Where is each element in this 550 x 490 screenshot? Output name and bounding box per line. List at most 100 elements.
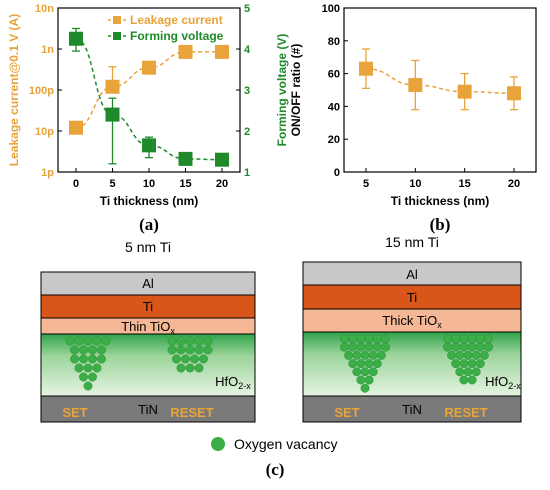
- oxygen-vacancy: [176, 363, 186, 373]
- a-point-1: [215, 152, 229, 167]
- legend-forming-label: Forming voltage: [130, 29, 224, 43]
- oxygen-vacancy: [167, 345, 177, 355]
- b-y-tick-label: 20: [328, 134, 340, 146]
- right-tiox-label: Thick TiOx: [382, 313, 442, 330]
- oxygen-vacancy: [459, 342, 469, 352]
- oxygen-vacancy: [101, 336, 111, 346]
- a-right-tick-label: 5: [244, 3, 250, 15]
- oxygen-vacancy: [172, 354, 181, 364]
- a-x-tick-label: 5: [109, 178, 115, 190]
- right-set-label: SET: [334, 405, 359, 420]
- oxygen-vacancy: [167, 336, 177, 346]
- oxygen-vacancy: [340, 342, 349, 352]
- b-series-line: [365, 67, 515, 95]
- a-left-tick-label: 10n: [35, 3, 54, 15]
- a-point-1: [105, 107, 120, 122]
- oxygen-vacancy: [185, 336, 195, 346]
- chart-a-left-axis: 1p 10p 100p 1n 10n: [29, 3, 62, 179]
- oxygen-vacancy: [451, 342, 461, 352]
- oxygen-vacancy: [352, 350, 362, 360]
- oxygen-vacancy: [364, 334, 374, 344]
- chart-a-marks: [69, 27, 229, 167]
- chart-b-marks: [359, 48, 521, 111]
- oxygen-vacancy: [372, 334, 382, 344]
- legend-forming-marker: [113, 32, 121, 40]
- right-tin-layer: [302, 395, 522, 423]
- a-point-0: [215, 44, 229, 59]
- oxygen-vacancy: [83, 363, 93, 373]
- oxygen-vacancy: [368, 350, 378, 360]
- oxygen-vacancy: [360, 367, 370, 377]
- a-point-0: [178, 44, 193, 59]
- oxygen-vacancy: [467, 375, 477, 385]
- oxygen-vacancy: [88, 345, 97, 355]
- panel-label-b: (b): [430, 215, 451, 234]
- oxygen-vacancy: [459, 334, 469, 344]
- left-ti-label: Ti: [143, 299, 153, 314]
- chart-a-ylabel-left: Leakage current@0.1 V (A): [7, 14, 21, 166]
- oxygen-vacancy: [88, 372, 97, 382]
- oxygen-vacancy: [463, 367, 473, 377]
- b-point: [507, 86, 521, 101]
- oxygen-vacancy: [70, 345, 79, 355]
- oxygen-vacancy: [185, 363, 195, 373]
- right-hfo-main: HfO: [485, 374, 508, 389]
- oxygen-vacancy: [459, 375, 469, 385]
- b-x-tick-label: 5: [363, 178, 369, 190]
- b-x-tick-label: 15: [459, 178, 471, 190]
- oxygen-vacancy: [443, 334, 452, 344]
- oxygen-vacancy: [475, 342, 485, 352]
- a-right-tick-label: 4: [244, 44, 251, 56]
- oxygen-vacancy: [356, 375, 366, 385]
- oxygen-vacancy: [83, 336, 93, 346]
- oxygen-vacancy: [344, 350, 354, 360]
- oxygen-vacancy: [364, 359, 374, 369]
- oxygen-vacancy: [74, 363, 84, 373]
- oxygen-vacancy: [364, 342, 374, 352]
- a-point-1: [178, 151, 193, 166]
- chart-a-ylabel-right: Forming voltage (V): [275, 34, 289, 147]
- oxygen-vacancy: [475, 359, 485, 369]
- right-tiox-sub: x: [437, 320, 442, 330]
- oxygen-vacancy: [70, 354, 79, 364]
- a-right-tick-label: 3: [244, 85, 250, 97]
- left-tiox-sub: x: [170, 326, 175, 336]
- left-hfo-label: HfO2-x: [215, 374, 251, 391]
- oxygen-vacancy: [176, 345, 186, 355]
- a-left-tick-label: 10p: [35, 126, 54, 138]
- left-hfo-sub: 2-x: [238, 381, 251, 391]
- oxygen-vacancy: [381, 334, 390, 344]
- oxygen-vacancy: [348, 359, 358, 369]
- device-diagram-left: 5 nm Ti Al Ti Thin TiOx HfO2-x TiN SET R…: [40, 239, 256, 423]
- left-hfo-main: HfO: [215, 374, 238, 389]
- oxygen-vacancy: [88, 354, 97, 364]
- oxygen-vacancy: [372, 342, 382, 352]
- oxygen-vacancy: [356, 342, 366, 352]
- oxygen-vacancy: [381, 342, 390, 352]
- chart-a-leakage-forming: 1p 10p 100p 1n 10n 1 2 3 4 5 0 5 10 15 20 Leakage cu…: [7, 3, 289, 234]
- oxygen-vacancy: [447, 350, 457, 360]
- chart-b-ylabel: ON/OFF ratio (#): [289, 44, 303, 137]
- b-y-tick-label: 0: [334, 167, 340, 179]
- chart-b-series-line: [365, 67, 515, 95]
- oxygen-vacancy: [368, 367, 378, 377]
- chart-b-y-axis: 0 20 40 60 80 100: [322, 3, 348, 179]
- left-title: 5 nm Ti: [125, 239, 171, 255]
- oxygen-vacancy: [459, 359, 469, 369]
- oxygen-vacancy: [471, 350, 481, 360]
- left-set-label: SET: [62, 405, 87, 420]
- oxygen-vacancy: [97, 345, 106, 355]
- legend-leakage-marker: [113, 16, 121, 24]
- oxygen-vacancy: [451, 359, 461, 369]
- right-hfo-sub: 2-x: [508, 381, 521, 391]
- a-point-1: [142, 138, 156, 153]
- oxygen-vacancy: [455, 350, 465, 360]
- left-tiox-label: Thin TiOx: [121, 319, 175, 336]
- oxygen-vacancy: [194, 336, 204, 346]
- left-tin-label: TiN: [138, 402, 158, 417]
- chart-b-x-axis: 5 10 15 20: [363, 168, 520, 190]
- left-reset-label: RESET: [170, 405, 213, 420]
- chart-b-xlabel: Ti thickness (nm): [391, 194, 489, 208]
- oxygen-vacancy: [364, 375, 374, 385]
